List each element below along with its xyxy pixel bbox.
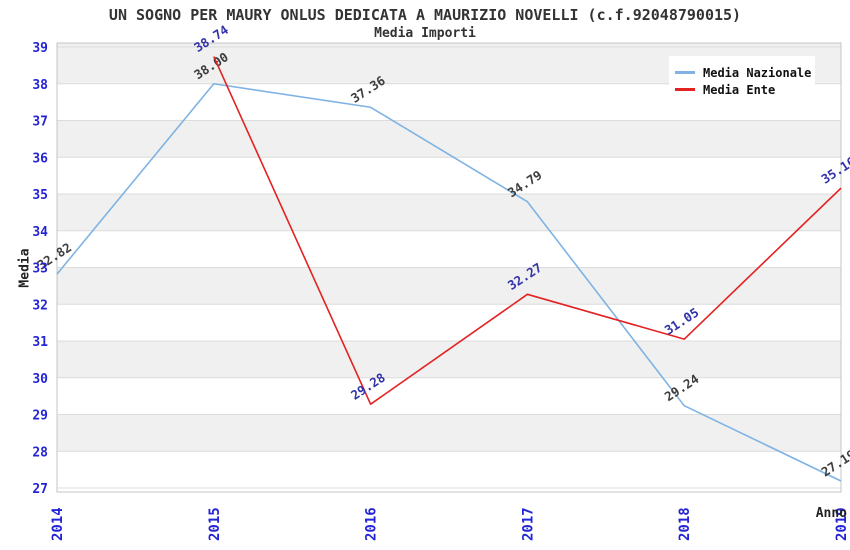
legend-label: Media Ente [703, 82, 776, 97]
legend-swatch-media-nazionale [675, 71, 695, 74]
plot-border [56, 42, 842, 493]
background-band [57, 120, 841, 158]
data-label: 35.16 [818, 154, 850, 187]
y-tick-label: 27 [32, 482, 48, 497]
y-tick-label: 32 [32, 298, 48, 313]
background-band [57, 341, 841, 378]
x-tick-label: 2019 [834, 507, 850, 541]
y-tick-label: 33 [32, 262, 48, 277]
chart-title: UN SOGNO PER MAURY ONLUS DEDICATA A MAUR… [108, 6, 742, 24]
x-tick-label: 2017 [520, 507, 536, 541]
y-tick-label: 28 [32, 445, 48, 460]
background-band [57, 43, 841, 47]
y-tick-label: 35 [32, 188, 48, 203]
x-tick-label: 2015 [207, 507, 223, 541]
background-band [57, 267, 841, 305]
y-tick-label: 39 [32, 41, 48, 56]
y-tick-label: 29 [32, 409, 48, 424]
legend: Media Nazionale Media Ente [669, 56, 815, 106]
legend-swatch-media-ente [675, 88, 695, 91]
x-tick-label: 2014 [50, 507, 66, 541]
legend-item-media-nazionale: Media Nazionale [675, 65, 812, 80]
y-tick-label: 37 [32, 115, 48, 130]
legend-label: Media Nazionale [703, 65, 812, 80]
y-tick-label: 36 [32, 151, 48, 166]
x-tick-label: 2018 [677, 507, 693, 541]
y-axis-title: Media [17, 248, 33, 288]
y-tick-label: 30 [32, 372, 48, 387]
data-label: 31.05 [662, 305, 702, 338]
series-line-media-ente [213, 56, 842, 406]
y-tick-label: 34 [32, 225, 48, 240]
chart-subtitle: Media Importi [374, 26, 476, 41]
x-axis-title: Anno [815, 506, 847, 521]
x-tick-label: 2016 [364, 507, 380, 541]
series-line-media-nazionale [56, 82, 842, 482]
background-band [57, 194, 841, 231]
y-tick-label: 38 [32, 78, 48, 93]
legend-item-media-ente: Media Ente [675, 82, 809, 97]
background-band [57, 414, 841, 452]
y-tick-label: 31 [32, 335, 48, 350]
